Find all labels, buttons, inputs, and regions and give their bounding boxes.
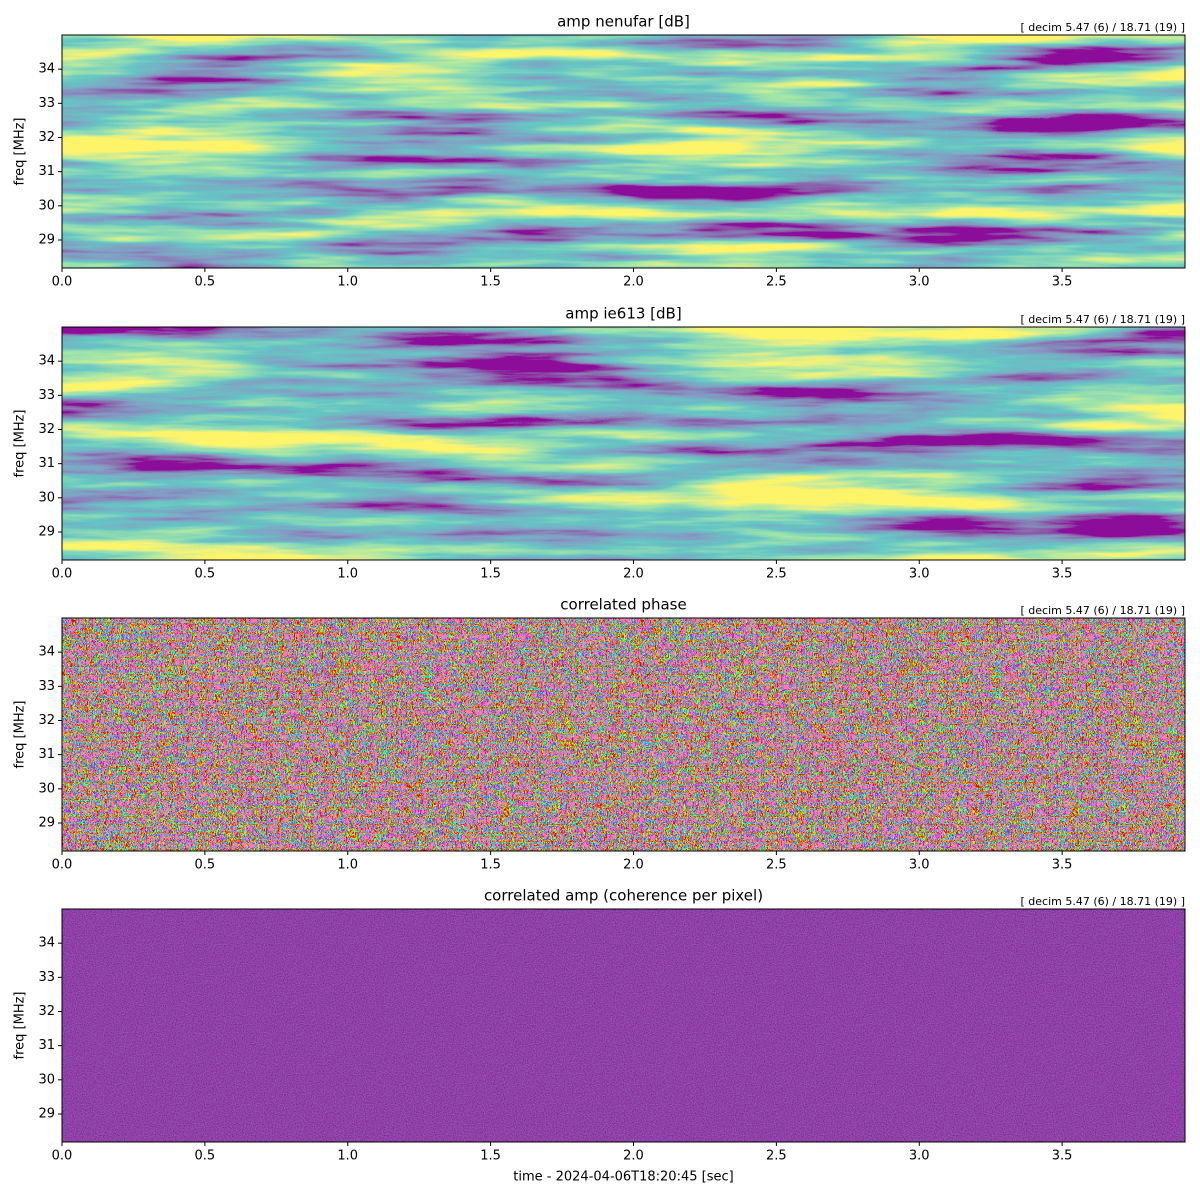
- y-tick-label: 30: [38, 781, 55, 796]
- x-tick-label: 1.0: [337, 1149, 358, 1164]
- y-tick-label: 33: [38, 679, 55, 694]
- y-tick-label: 32: [38, 130, 55, 145]
- y-tick-label: 34: [38, 354, 55, 369]
- x-tick-label: 1.0: [337, 858, 358, 873]
- x-tick-label: 0.5: [195, 567, 216, 582]
- y-axis-label: freq [MHz]: [13, 701, 28, 769]
- annotation: [ decim 5.47 (6) / 18.71 (19) ]: [1021, 21, 1185, 34]
- panel-title: correlated phase: [560, 596, 686, 614]
- x-tick-label: 2.5: [766, 275, 787, 290]
- x-tick-label: 0.5: [195, 858, 216, 873]
- y-tick-label: 31: [38, 164, 55, 179]
- y-tick-label: 33: [38, 96, 55, 111]
- y-axis-label: freq [MHz]: [13, 118, 28, 186]
- panel-title: amp nenufar [dB]: [557, 13, 690, 31]
- x-tick-label: 3.0: [909, 275, 930, 290]
- x-tick-label: 3.0: [909, 567, 930, 582]
- plot-frame: [61, 326, 1186, 561]
- x-tick-label: 0.0: [52, 1149, 73, 1164]
- x-axis-label: time - 2024-04-06T18:20:45 [sec]: [513, 1170, 733, 1185]
- y-tick-label: 31: [38, 747, 55, 762]
- annotation: [ decim 5.47 (6) / 18.71 (19) ]: [1021, 313, 1185, 326]
- heatmap-image: [62, 35, 1185, 268]
- y-tick-label: 30: [38, 1072, 55, 1087]
- y-tick-label: 31: [38, 456, 55, 471]
- plot-frame: [61, 908, 1186, 1143]
- y-tick-label: 32: [38, 422, 55, 437]
- x-tick-label: 0.5: [195, 1149, 216, 1164]
- x-tick-label: 0.0: [52, 275, 73, 290]
- x-tick-label: 1.0: [337, 567, 358, 582]
- plot-frame: [61, 34, 1186, 269]
- x-tick-label: 3.0: [909, 1149, 930, 1164]
- x-tick-label: 0.0: [52, 567, 73, 582]
- y-tick-label: 29: [38, 815, 55, 830]
- x-tick-label: 2.5: [766, 858, 787, 873]
- heatmap-image: [62, 618, 1185, 851]
- annotation: [ decim 5.47 (6) / 18.71 (19) ]: [1021, 604, 1185, 617]
- x-tick-label: 3.5: [1052, 275, 1073, 290]
- y-tick-label: 33: [38, 970, 55, 985]
- x-tick-label: 2.0: [623, 858, 644, 873]
- y-tick-label: 31: [38, 1038, 55, 1053]
- y-tick-label: 30: [38, 198, 55, 213]
- panel-title: amp ie613 [dB]: [565, 305, 681, 323]
- x-tick-label: 0.5: [195, 275, 216, 290]
- x-tick-label: 1.5: [480, 1149, 501, 1164]
- x-tick-label: 3.0: [909, 858, 930, 873]
- panel-title: correlated amp (coherence per pixel): [484, 887, 763, 905]
- y-tick-label: 29: [38, 1106, 55, 1121]
- x-tick-label: 2.0: [623, 275, 644, 290]
- y-axis-label: freq [MHz]: [13, 410, 28, 478]
- x-tick-label: 1.0: [337, 275, 358, 290]
- y-tick-label: 30: [38, 490, 55, 505]
- plot-frame: [61, 617, 1186, 852]
- x-tick-label: 2.0: [623, 567, 644, 582]
- y-tick-label: 33: [38, 388, 55, 403]
- y-axis-label: freq [MHz]: [13, 992, 28, 1060]
- x-tick-label: 3.5: [1052, 858, 1073, 873]
- y-tick-label: 32: [38, 713, 55, 728]
- x-tick-label: 3.5: [1052, 567, 1073, 582]
- x-tick-label: 1.5: [480, 858, 501, 873]
- y-tick-label: 34: [38, 645, 55, 660]
- x-tick-label: 0.0: [52, 858, 73, 873]
- x-tick-label: 1.5: [480, 275, 501, 290]
- x-tick-label: 2.5: [766, 567, 787, 582]
- heatmap-image: [62, 909, 1185, 1142]
- y-tick-label: 32: [38, 1004, 55, 1019]
- y-tick-label: 29: [38, 524, 55, 539]
- heatmap-image: [62, 327, 1185, 560]
- x-tick-label: 3.5: [1052, 1149, 1073, 1164]
- x-tick-label: 1.5: [480, 567, 501, 582]
- y-tick-label: 34: [38, 936, 55, 951]
- annotation: [ decim 5.47 (6) / 18.71 (19) ]: [1021, 895, 1185, 908]
- x-tick-label: 2.5: [766, 1149, 787, 1164]
- x-tick-label: 2.0: [623, 1149, 644, 1164]
- y-tick-label: 34: [38, 62, 55, 77]
- y-tick-label: 29: [38, 232, 55, 247]
